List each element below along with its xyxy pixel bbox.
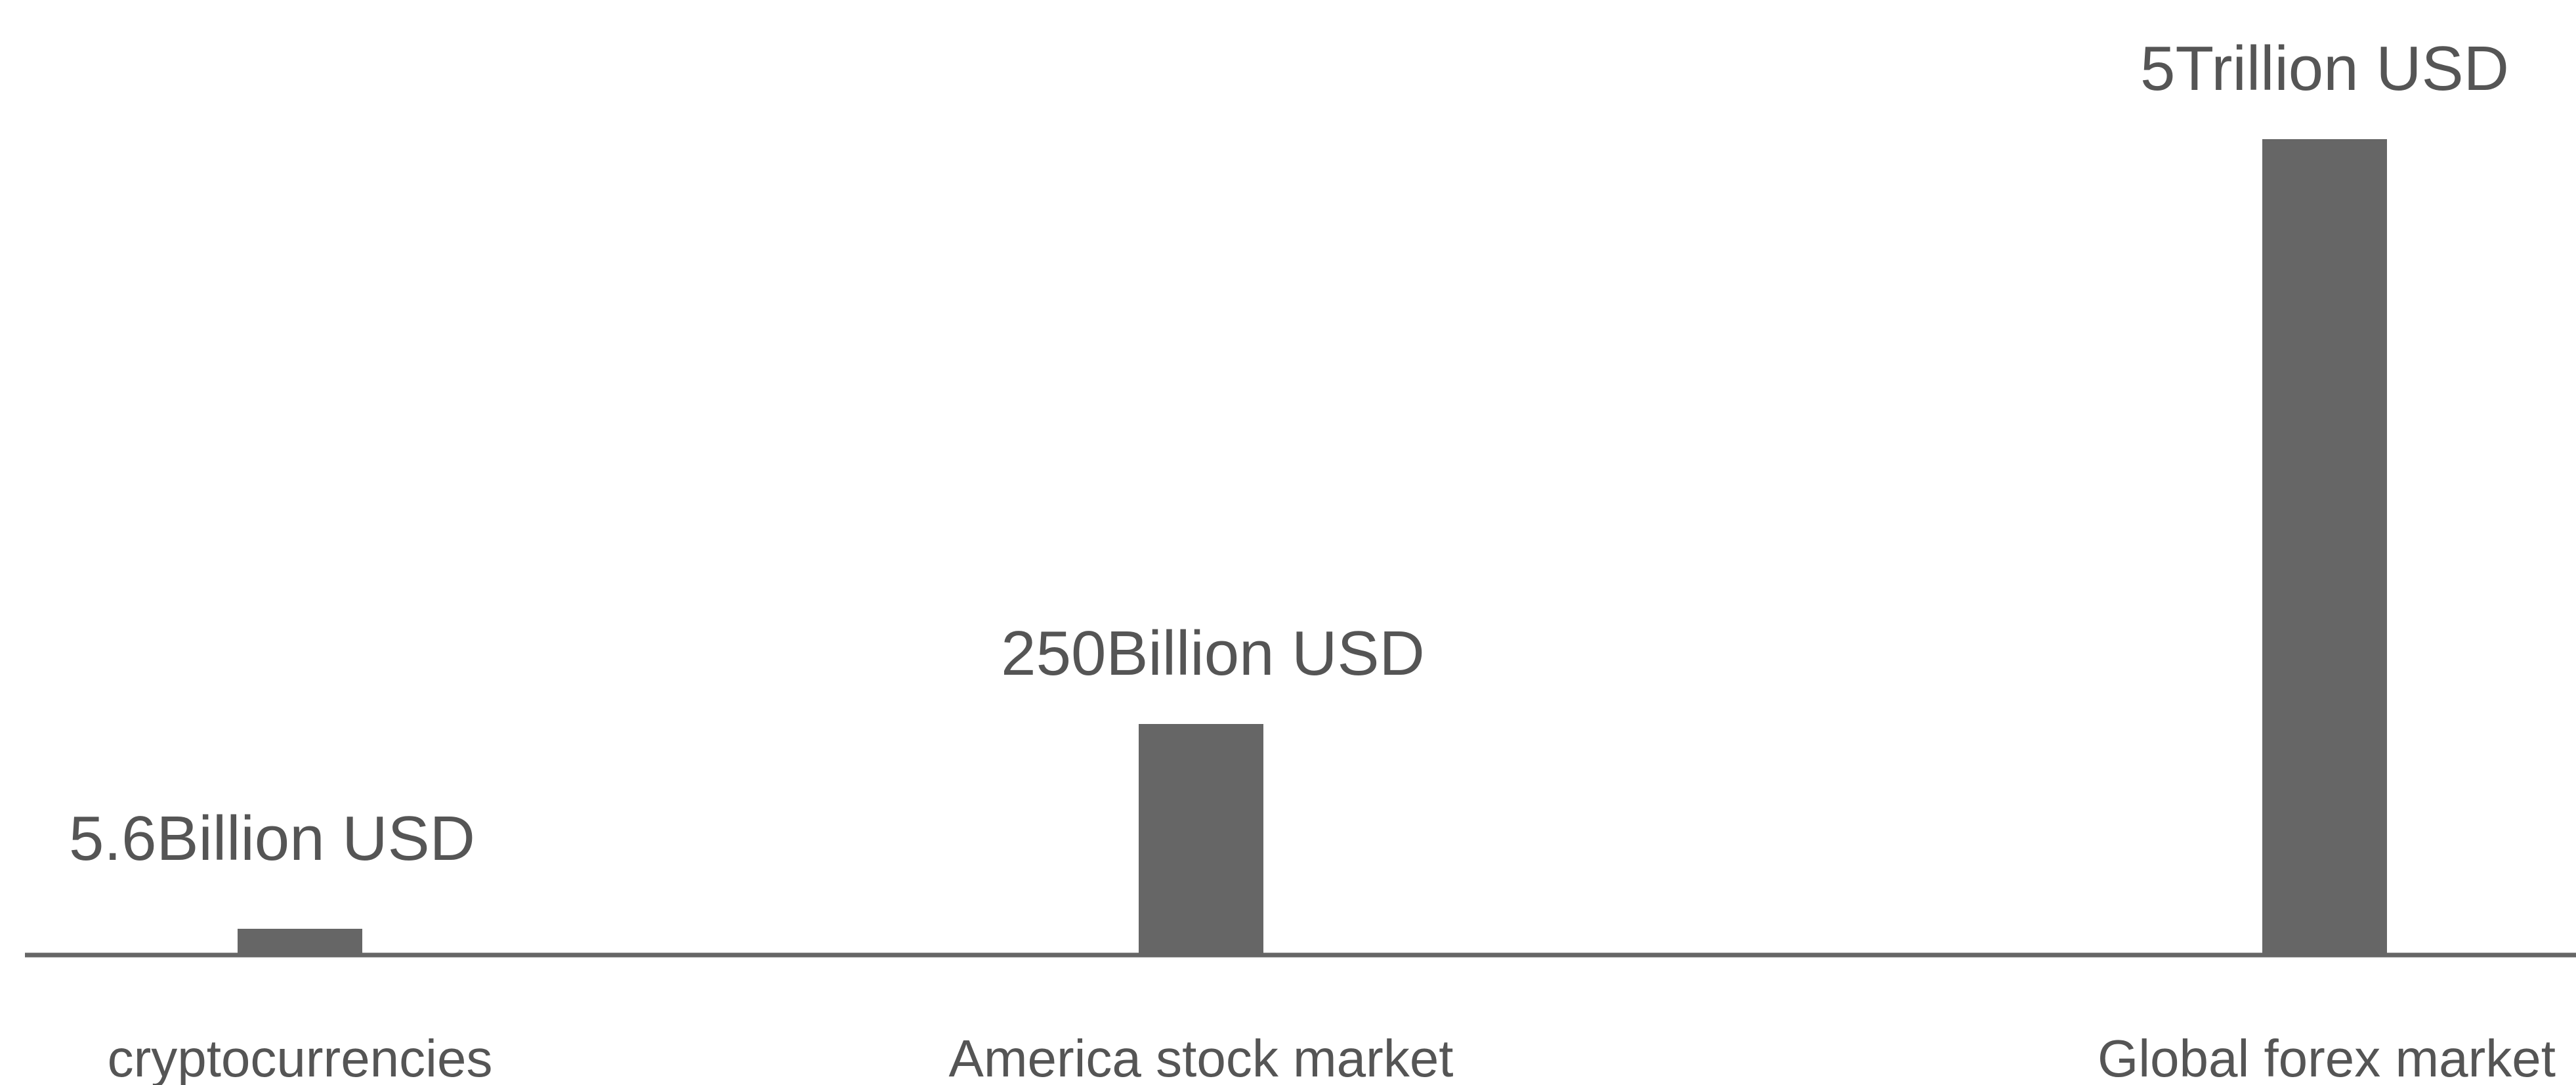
value-labels-group: 5.6Billion USD 250Billion USD 5Trillion US… — [69, 33, 2509, 874]
bar-0 — [238, 929, 362, 955]
value-label-2: 5Trillion USD — [2140, 33, 2509, 104]
category-label-0: cryptocurrencies — [108, 1029, 493, 1085]
bar-1 — [1139, 724, 1263, 955]
bars-group — [238, 139, 2387, 955]
value-label-1: 250Billion USD — [1001, 618, 1425, 689]
bar-2 — [2262, 139, 2387, 955]
category-label-1: America stock market — [948, 1029, 1453, 1085]
category-labels-group: cryptocurrencies America stock market Glob… — [108, 1029, 2556, 1085]
category-label-2: Global forex market — [2098, 1029, 2556, 1085]
value-label-0: 5.6Billion USD — [69, 803, 475, 874]
